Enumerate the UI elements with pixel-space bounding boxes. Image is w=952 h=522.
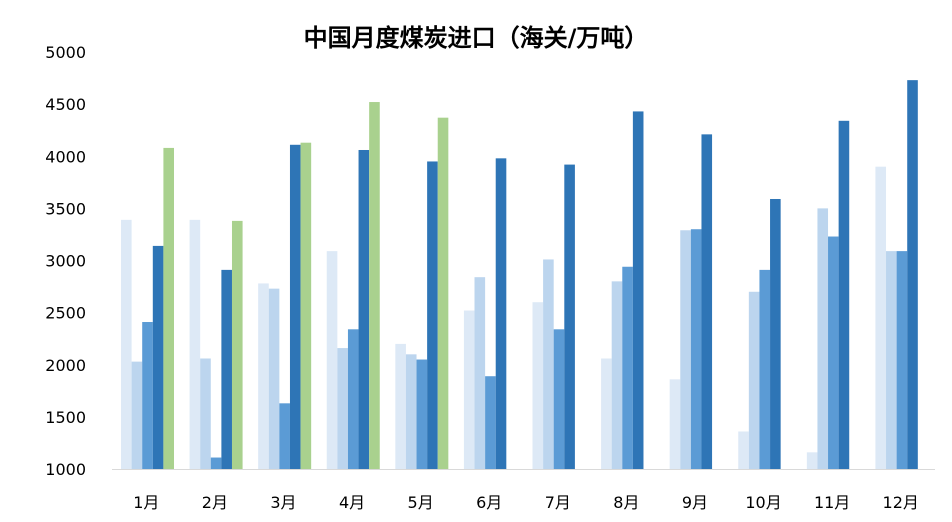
bar-series-3 (416, 359, 428, 469)
x-tick-label: 1月 (133, 493, 159, 512)
y-axis: 1000 1500 2000 2500 3000 3500 4000 4500 5000 (45, 43, 86, 479)
bar-series-5 (163, 147, 174, 469)
bar-series-1 (601, 358, 612, 469)
x-tick-label: 5月 (408, 493, 434, 512)
bar-series-4 (564, 164, 575, 469)
bar-series-4 (770, 198, 781, 469)
bar-series-3 (142, 322, 153, 469)
y-tick-label: 5000 (45, 43, 86, 62)
bar-area (121, 80, 918, 470)
bar-series-2 (817, 208, 829, 469)
bar-series-1 (395, 343, 406, 469)
y-tick-label: 1000 (45, 460, 86, 479)
bar-series-3 (210, 457, 222, 469)
bar-series-4 (838, 120, 850, 470)
x-tick-label: 12月 (883, 493, 919, 512)
bar-series-2 (611, 281, 623, 469)
x-tick-label: 11月 (814, 493, 850, 512)
bar-series-2 (268, 288, 280, 469)
bar-series-2 (337, 348, 348, 469)
bar-series-3 (622, 266, 633, 469)
bar-series-4 (495, 158, 507, 469)
bar-series-5 (369, 102, 380, 469)
bar-series-2 (131, 361, 143, 469)
x-tick-label: 4月 (339, 493, 365, 512)
bar-series-3 (896, 251, 908, 469)
bar-series-3 (828, 236, 839, 469)
bar-series-2 (886, 251, 897, 469)
x-tick-label: 3月 (270, 493, 296, 512)
bar-series-4 (427, 161, 438, 469)
y-tick-label: 3500 (45, 199, 86, 218)
bar-series-1 (669, 379, 681, 469)
bar-series-2 (200, 358, 211, 469)
x-tick-label: 2月 (202, 493, 228, 512)
bar-series-4 (358, 149, 370, 469)
bar-series-1 (738, 431, 749, 469)
bar-series-2 (405, 354, 417, 469)
x-tick-label: 8月 (613, 493, 639, 512)
bar-series-5 (300, 142, 312, 469)
bar-series-2 (543, 259, 554, 469)
y-tick-label: 4000 (45, 147, 86, 166)
bar-series-4 (289, 144, 301, 469)
bar-series-3 (759, 269, 771, 469)
bar-series-1 (875, 166, 887, 470)
bar-series-1 (326, 251, 338, 469)
bar-series-1 (532, 302, 544, 469)
x-axis: 1月 2月 3月 4月 5月 6月 7月 8月 9月 10月 11月 12月 (112, 469, 935, 512)
bar-series-4 (632, 111, 644, 470)
y-tick-label: 2000 (45, 356, 86, 375)
y-tick-label: 4500 (45, 95, 86, 114)
y-tick-label: 2500 (45, 304, 86, 323)
bar-series-5 (231, 220, 243, 469)
bar-series-1 (463, 310, 475, 469)
bar-series-4 (221, 269, 232, 469)
bar-series-2 (680, 230, 691, 469)
bar-series-3 (279, 403, 290, 469)
x-tick-label: 9月 (682, 493, 708, 512)
bar-series-1 (121, 219, 132, 469)
bar-series-3 (690, 229, 702, 469)
y-tick-label: 1500 (45, 408, 86, 427)
x-tick-label: 6月 (476, 493, 502, 512)
y-tick-label: 3000 (45, 252, 86, 271)
bar-series-3 (485, 376, 496, 469)
bar-series-1 (189, 219, 201, 469)
bar-series-1 (258, 283, 269, 469)
bar-series-2 (474, 277, 486, 469)
chart-title: 中国月度煤炭进口（海关/万吨） (303, 24, 649, 52)
bar-series-5 (437, 117, 449, 470)
bar-series-4 (152, 245, 164, 469)
x-tick-label: 7月 (545, 493, 571, 512)
bar-series-4 (907, 80, 918, 470)
bar-series-3 (553, 329, 565, 469)
bar-series-1 (806, 452, 818, 469)
bar-series-4 (701, 134, 713, 470)
x-tick-label: 10月 (745, 493, 781, 512)
bar-series-2 (748, 291, 760, 469)
bar-series-3 (347, 329, 359, 469)
